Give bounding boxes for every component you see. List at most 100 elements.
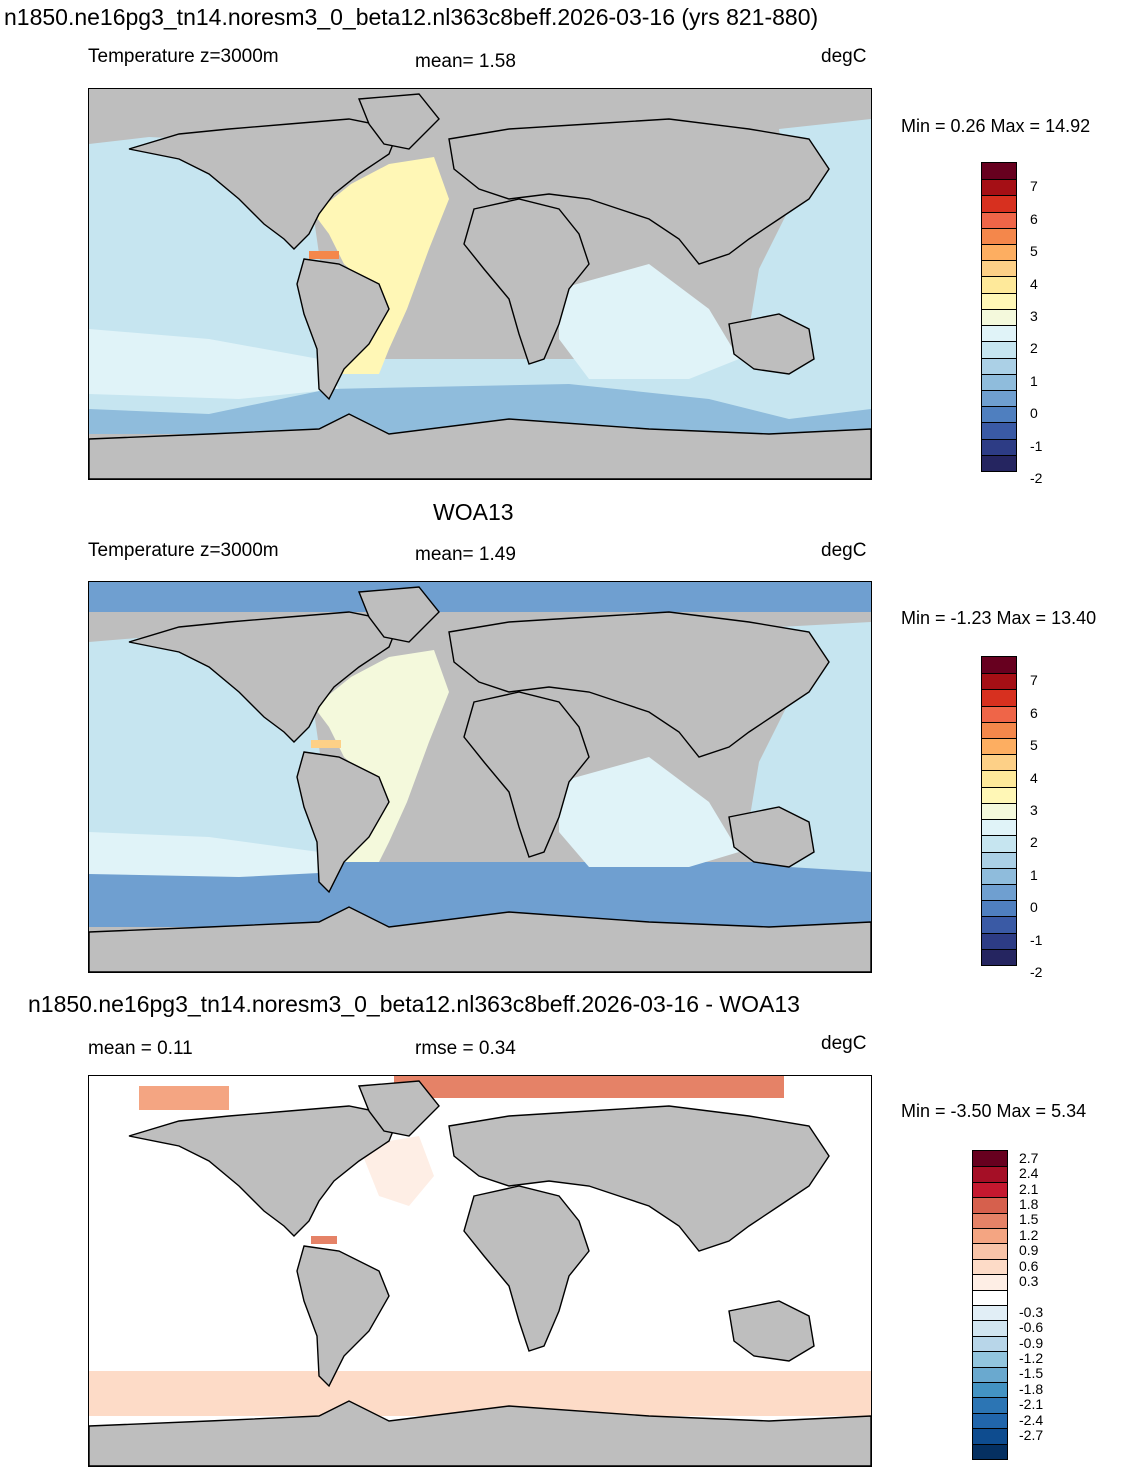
colorbar-tick-label: -1 xyxy=(1030,931,1043,948)
atlantic-warm xyxy=(314,650,449,862)
colorbar-swatch xyxy=(973,1320,1007,1336)
panel-1-minmax-label: Min = 0.26 Max = 14.92 xyxy=(901,116,1091,136)
colorbar-swatch xyxy=(982,292,1016,309)
colorbar-swatch xyxy=(982,932,1016,949)
colorbar-swatch xyxy=(982,819,1016,836)
atlantic-warm xyxy=(314,157,449,374)
panel-3-map-plot xyxy=(89,1076,871,1466)
colorbar-tick-label: -2.4 xyxy=(1019,1411,1044,1428)
south-pacific-light xyxy=(89,329,339,399)
north-america xyxy=(128,118,400,250)
australia xyxy=(728,1300,815,1362)
colorbar-tick-label: 4 xyxy=(1030,769,1038,786)
colorbar-tick-label: 1 xyxy=(1030,372,1038,389)
colorbar-swatch xyxy=(973,1166,1007,1182)
indian-ocean xyxy=(559,757,739,867)
panel-3-rmse-label: rmse = 0.34 xyxy=(415,1038,516,1059)
colorbar-swatch xyxy=(973,1289,1007,1305)
panel-2-units-label: degC xyxy=(821,540,867,561)
colorbar-tick-label: 2.1 xyxy=(1019,1180,1039,1197)
panel-2-variable-label: Temperature z=3000m xyxy=(88,540,279,561)
colorbar-tick-label: 3 xyxy=(1030,308,1038,324)
colorbar-tick-label: 0.3 xyxy=(1019,1272,1039,1289)
colorbar-swatch xyxy=(982,689,1016,706)
colorbar-swatch xyxy=(982,835,1016,852)
colorbar-tick-label: 2.7 xyxy=(1019,1149,1039,1166)
colorbar-swatch xyxy=(982,916,1016,933)
colorbar-tick-label: -0.3 xyxy=(1019,1303,1044,1320)
colorbar-swatch xyxy=(982,851,1016,868)
colorbar-swatch xyxy=(982,948,1016,965)
colorbar-tick-label: -2 xyxy=(1030,470,1043,487)
colorbar-swatch xyxy=(982,373,1016,390)
colorbar-swatch xyxy=(982,867,1016,884)
southern-warm-band xyxy=(89,1371,871,1416)
continents xyxy=(89,93,871,479)
colorbar-swatch xyxy=(982,721,1016,739)
colorbar-swatch xyxy=(982,195,1016,212)
colorbar-tick-label: 1 xyxy=(1030,866,1038,883)
deep-south xyxy=(89,384,871,434)
colorbar-swatch xyxy=(982,673,1016,690)
colorbar-swatch xyxy=(982,227,1016,245)
colorbar-tick-label: 6 xyxy=(1030,704,1038,721)
south-america xyxy=(296,258,390,401)
africa xyxy=(463,691,590,858)
panel-2-map xyxy=(88,581,872,973)
colorbar-swatch xyxy=(973,1428,1007,1444)
panel-1-title: n1850.ne16pg3_tn14.noresm3_0_beta12.nl36… xyxy=(4,4,819,30)
colorbar-swatch xyxy=(982,260,1016,277)
panel-1-colorbar xyxy=(981,162,1017,472)
south-america xyxy=(296,751,390,894)
colorbar-swatch xyxy=(982,163,1016,180)
colorbar-swatch xyxy=(973,1335,1007,1352)
colorbar-tick-label: -1.8 xyxy=(1019,1380,1044,1397)
colorbar-swatch xyxy=(973,1197,1007,1213)
colorbar-tick-label: 0.6 xyxy=(1019,1257,1039,1274)
panel-3-units-label: degC xyxy=(821,1033,867,1054)
colorbar-swatch xyxy=(973,1181,1007,1198)
colorbar-swatch xyxy=(973,1351,1007,1367)
africa xyxy=(463,1185,590,1352)
colorbar-tick-label: -1.2 xyxy=(1019,1349,1044,1366)
panel-3-minmax-label: Min = -3.50 Max = 5.34 xyxy=(901,1101,1087,1121)
colorbar-swatch xyxy=(982,422,1016,439)
colorbar-swatch xyxy=(973,1382,1007,1398)
colorbar-tick-label: 0.9 xyxy=(1019,1242,1039,1259)
colorbar-swatch xyxy=(982,900,1016,917)
colorbar-swatch xyxy=(973,1443,1007,1459)
colorbar-swatch xyxy=(973,1366,1007,1382)
panel-3-title: n1850.ne16pg3_tn14.noresm3_0_beta12.nl36… xyxy=(28,991,800,1017)
colorbar-tick-label: 2.4 xyxy=(1019,1165,1039,1182)
australia xyxy=(728,313,815,375)
colorbar-swatch xyxy=(982,883,1016,901)
colorbar-tick-label: -2.7 xyxy=(1019,1426,1044,1443)
colorbar-swatch xyxy=(982,802,1016,820)
colorbar-tick-label: 1.2 xyxy=(1019,1226,1039,1243)
panel-1-map-plot xyxy=(89,89,871,479)
eurasia xyxy=(448,611,830,758)
north-america xyxy=(128,611,400,743)
colorbar-swatch xyxy=(982,325,1016,342)
greenland xyxy=(357,1080,440,1137)
colorbar-tick-label: -1 xyxy=(1030,437,1043,454)
colorbar-tick-label: -1.5 xyxy=(1019,1365,1044,1382)
panel-1-mean-label: mean= 1.58 xyxy=(415,51,516,72)
colorbar-swatch xyxy=(973,1212,1007,1228)
panel-3-map xyxy=(88,1075,872,1467)
indian-ocean xyxy=(559,264,739,379)
antarctica xyxy=(89,906,871,972)
colorbar-swatch xyxy=(982,389,1016,407)
colorbar-swatch xyxy=(973,1243,1007,1259)
colorbar-tick-label: -0.6 xyxy=(1019,1319,1044,1336)
panel-1-units-label: degC xyxy=(821,46,867,67)
colorbar-swatch xyxy=(982,341,1016,358)
colorbar-swatch xyxy=(973,1151,1007,1167)
colorbar-tick-label: 1.8 xyxy=(1019,1195,1039,1212)
colorbar-swatch xyxy=(982,179,1016,196)
colorbar-swatch xyxy=(982,276,1016,293)
colorbar-tick-label: 0 xyxy=(1030,899,1038,916)
colorbar-tick-label: 7 xyxy=(1030,178,1038,195)
colorbar-tick-label: 1.5 xyxy=(1019,1211,1039,1228)
panel-3-mean-label: mean = 0.11 xyxy=(88,1038,193,1059)
